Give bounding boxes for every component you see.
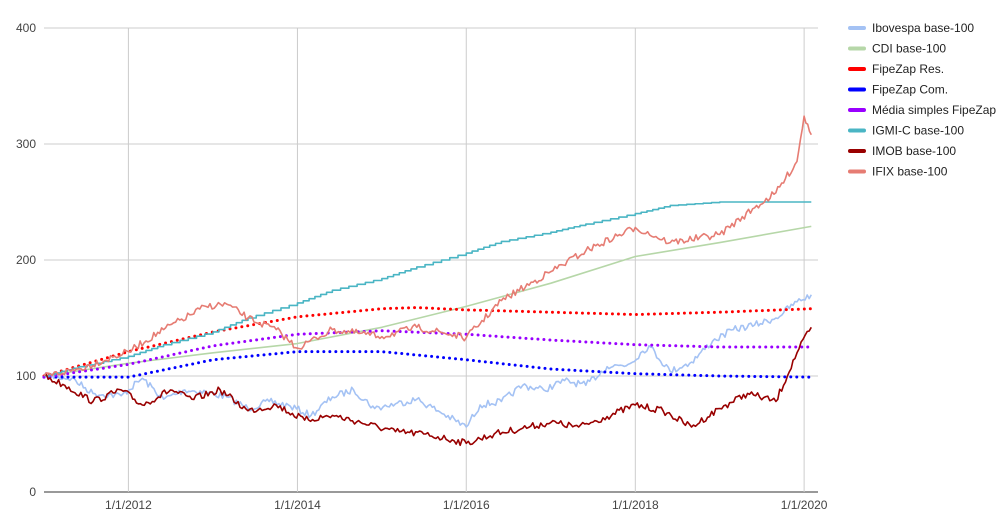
- y-tick-label: 200: [16, 253, 36, 267]
- y-tick-label: 0: [29, 485, 36, 499]
- x-tick-label: 1/1/2014: [274, 498, 321, 512]
- legend-label: CDI base-100: [872, 42, 946, 56]
- series-line-6: [43, 326, 812, 447]
- series-line-4: [42, 329, 813, 379]
- series-line-1: [43, 225, 812, 377]
- series-line-3: [42, 350, 813, 379]
- legend-label: Média simples FipeZap: [872, 103, 996, 117]
- series-line-2: [42, 306, 813, 378]
- x-tick-label: 1/1/2012: [105, 498, 152, 512]
- series-lines: [42, 115, 813, 447]
- legend-label: IFIX base-100: [872, 165, 948, 179]
- legend-label: IGMI-C base-100: [872, 124, 964, 138]
- legend-label: Ibovespa base-100: [872, 21, 974, 35]
- legend-label: FipeZap Com.: [872, 83, 948, 97]
- series-line-0: [43, 294, 813, 428]
- series-line-5: [44, 201, 812, 377]
- legend-label: FipeZap Res.: [872, 62, 944, 76]
- y-tick-label: 300: [16, 137, 36, 151]
- grid: [44, 27, 818, 493]
- x-tick-label: 1/1/2020: [781, 498, 828, 512]
- y-tick-label: 400: [16, 21, 36, 35]
- series-line-7: [43, 115, 813, 377]
- x-tick-label: 1/1/2018: [612, 498, 659, 512]
- legend-label: IMOB base-100: [872, 144, 956, 158]
- legend: Ibovespa base-100 CDI base-100 FipeZap Res…: [848, 21, 996, 179]
- axes: 0 100 200 300 400 1/1/2012 1/1/2014 1/1/2016 1/1…: [16, 21, 828, 512]
- y-tick-label: 100: [16, 369, 36, 383]
- x-tick-label: 1/1/2016: [443, 498, 490, 512]
